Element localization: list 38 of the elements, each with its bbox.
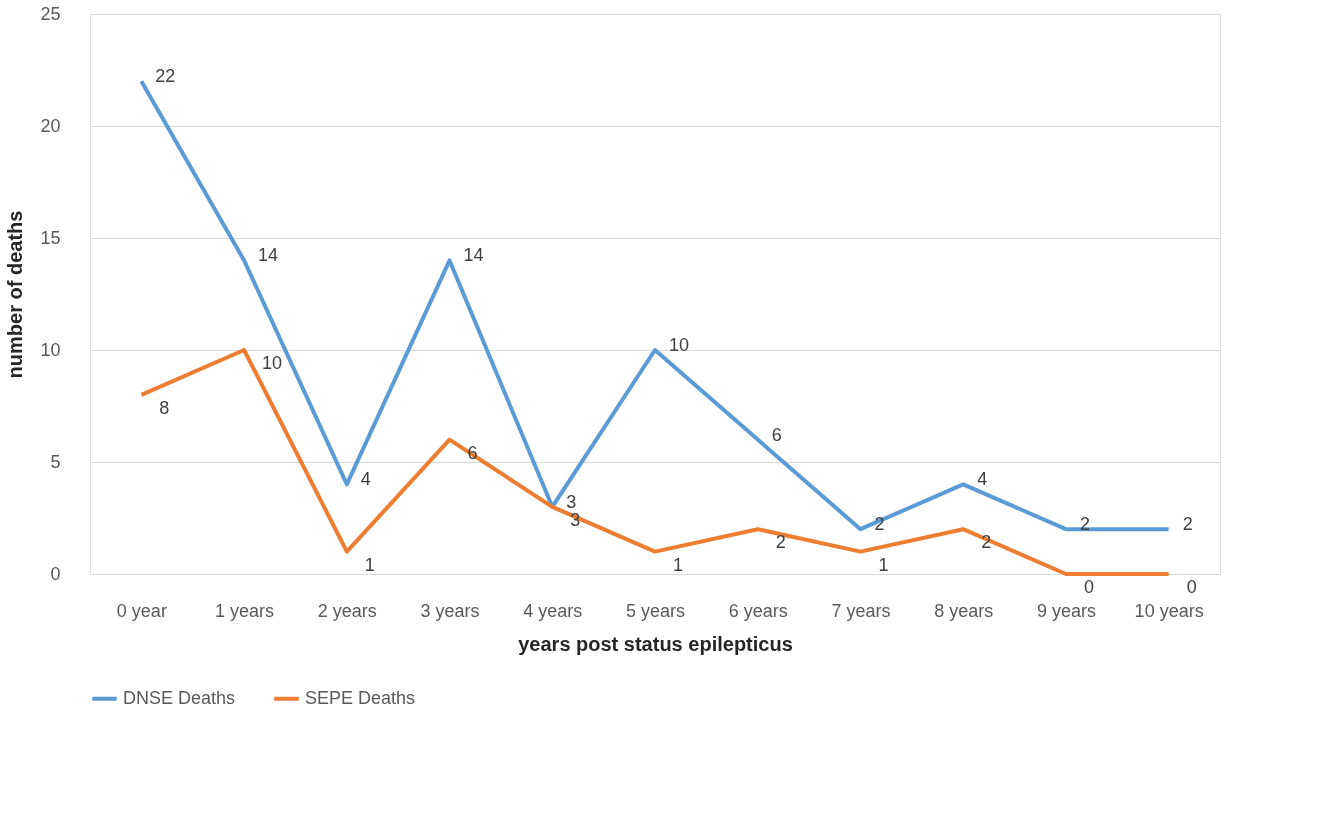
x-tick-label: 9 years [1036, 600, 1096, 621]
data-label: 14 [463, 245, 484, 266]
y-tick-label: 5 [50, 451, 61, 472]
data-label: 3 [566, 491, 577, 512]
x-tick-label: 2 years [317, 600, 377, 621]
x-tick-label: 10 years [1134, 600, 1204, 621]
data-label: 6 [771, 424, 782, 445]
y-tick-label: 20 [40, 115, 61, 136]
data-label: 2 [775, 532, 786, 553]
legend-label: DNSE Deaths [123, 687, 236, 708]
y-tick-label: 15 [40, 227, 61, 248]
legend-label: SEPE Deaths [305, 687, 416, 708]
data-label: 4 [977, 469, 988, 490]
data-label: 14 [258, 245, 279, 266]
data-label: 1 [364, 554, 375, 575]
data-label: 0 [1083, 577, 1094, 597]
data-label: 4 [360, 469, 371, 490]
data-label: 8 [159, 397, 170, 418]
data-label: 10 [262, 353, 283, 373]
x-tick-label: 5 years [625, 600, 686, 621]
x-tick-label: 8 years [934, 600, 994, 621]
y-axis-title: number of deaths [4, 210, 27, 379]
x-tick-label: 7 years [831, 600, 891, 621]
data-label: 1 [673, 554, 684, 575]
data-label: 22 [155, 66, 176, 87]
y-tick-label: 25 [40, 3, 61, 24]
x-axis-title: years post status epilepticus [518, 632, 793, 655]
y-tick-label: 0 [50, 563, 61, 584]
data-label: 10 [669, 335, 690, 355]
x-tick-label: 4 years [523, 600, 583, 621]
x-tick-label: 3 years [420, 600, 480, 621]
x-tick-label: 6 years [728, 600, 788, 621]
data-label: 1 [878, 554, 889, 575]
data-label: 2 [1182, 514, 1193, 535]
x-tick-label: 1 years [215, 600, 275, 621]
data-label: 0 [1186, 577, 1197, 597]
x-tick-label: 0 year [116, 600, 167, 621]
y-tick-label: 10 [40, 339, 61, 360]
